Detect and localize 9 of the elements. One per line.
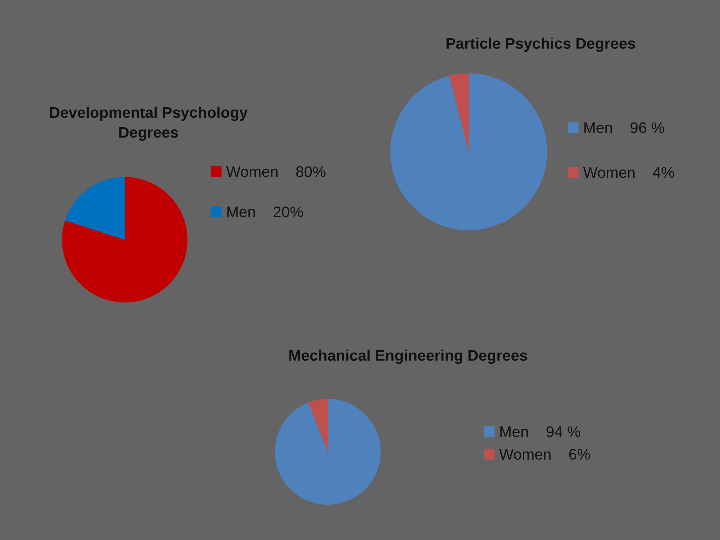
- legend-label: Men 96 %: [584, 122, 664, 134]
- chart-title: Particle Psychics Degrees: [446, 38, 636, 52]
- legend-label: Women 6%: [499, 449, 590, 460]
- legend-label: Men 20%: [228, 206, 304, 218]
- chart-title: Mechanical Engineering Degrees: [290, 350, 528, 364]
- legend-label: Men 94 %: [500, 426, 580, 438]
- legend-label: Women 80%: [226, 166, 326, 178]
- legend-label: Women 4%: [583, 167, 674, 178]
- chart-title: Developmental Psychology Degrees: [50, 106, 248, 142]
